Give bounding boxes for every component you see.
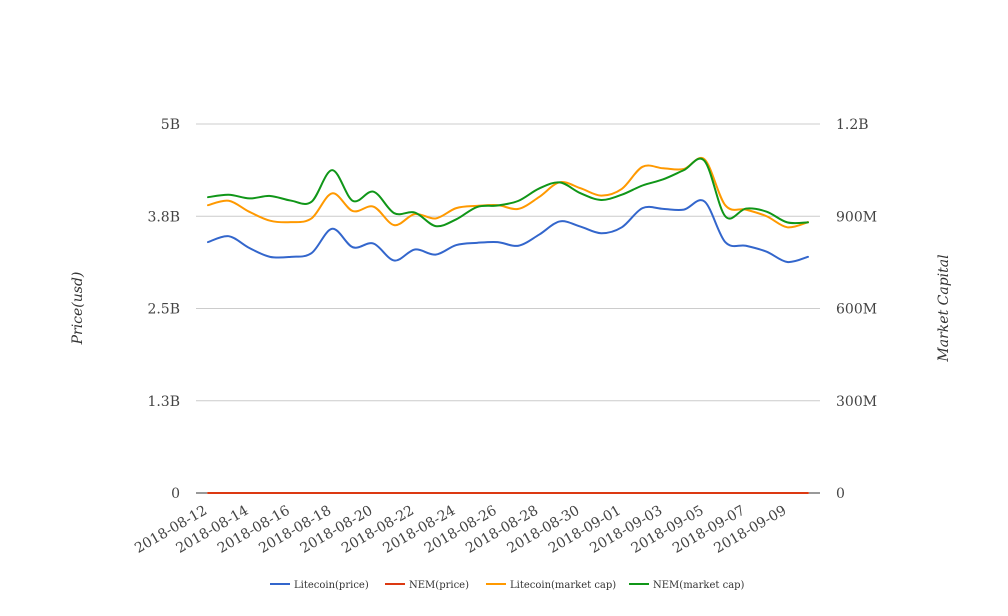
left-y-tick-label: 3.8B [147,209,180,225]
legend-label: NEM(market cap) [653,580,745,591]
right-y-tick-label: 900M [836,209,877,225]
right-y-tick-label: 0 [836,486,845,502]
axis-layer: 01.3B2.5B3.8B5B0300M600M900M1.2B2018-08-… [132,117,877,557]
grid-layer [196,123,820,494]
legend: Litecoin(price) NEM(price) Litecoin(market… [270,580,745,591]
left-y-tick-label: 5B [161,117,180,133]
right-y-tick-label: 1.2B [836,117,869,133]
series-line-litecoin-price [207,199,809,264]
series-line-litecoin-market-cap [207,157,809,229]
legend-item: Litecoin(market cap) [486,580,616,591]
right-y-tick-label: 300M [836,394,877,410]
series-layer [207,157,809,495]
right-axis-title: Market Capital [936,254,952,362]
series-line-nem-market-cap [207,157,809,228]
legend-item: Litecoin(price) [270,580,369,591]
legend-item: NEM(market cap) [629,580,745,591]
left-axis-title: Price(usd) [70,272,86,346]
legend-item: NEM(price) [385,580,469,591]
legend-label: Litecoin(price) [294,580,369,591]
left-y-tick-label: 0 [171,486,180,502]
legend-label: Litecoin(market cap) [510,580,616,591]
right-y-tick-label: 600M [836,302,877,318]
left-y-tick-label: 2.5B [147,302,180,318]
left-y-tick-label: 1.3B [147,394,180,410]
legend-label: NEM(price) [409,580,469,591]
